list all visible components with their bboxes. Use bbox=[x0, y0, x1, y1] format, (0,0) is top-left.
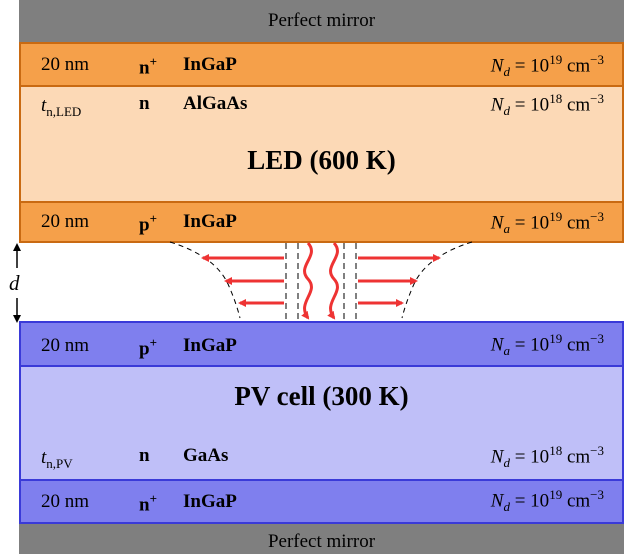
gap-label: d bbox=[9, 271, 20, 295]
led-title: LED (600 K) bbox=[247, 145, 396, 175]
led-p-contact-thickness: 20 nm bbox=[41, 211, 90, 232]
pv-n-contact-thickness: 20 nm bbox=[41, 491, 90, 512]
led-p-contact-layer: 20 nm p+ InGaP Na = 1019 cm−3 bbox=[19, 201, 624, 243]
pv-absorber-concentration: Nd = 1018 cm−3 bbox=[490, 443, 604, 471]
pv-p-contact-thickness: 20 nm bbox=[41, 335, 90, 356]
pv-n-contact-layer: 20 nm n+ InGaP Nd = 1019 cm−3 bbox=[19, 479, 624, 524]
led-absorber-material: AlGaAs bbox=[183, 93, 248, 114]
pv-p-contact-layer: 20 nm p+ InGaP Na = 1019 cm−3 bbox=[19, 321, 624, 367]
pv-n-contact-material: InGaP bbox=[183, 491, 237, 512]
pv-p-contact-material: InGaP bbox=[183, 335, 237, 356]
bottom-mirror-label: Perfect mirror bbox=[267, 531, 376, 552]
led-p-contact-material: InGaP bbox=[183, 211, 237, 232]
wavy-arrow-left bbox=[301, 241, 313, 320]
pv-title: PV cell (300 K) bbox=[234, 381, 409, 411]
led-absorber-thickness: tn,LED bbox=[41, 95, 82, 119]
led-p-contact-concentration: Na = 1019 cm−3 bbox=[490, 209, 604, 237]
pv-absorber-doping: n bbox=[139, 445, 150, 466]
led-absorber-concentration: Nd = 1018 cm−3 bbox=[490, 91, 604, 119]
led-n-contact-doping: n+ bbox=[139, 54, 157, 79]
wavy-arrow-right bbox=[327, 241, 339, 320]
pv-p-contact-doping: p+ bbox=[139, 335, 157, 360]
led-n-contact-thickness: 20 nm bbox=[41, 54, 90, 75]
top-mirror-label: Perfect mirror bbox=[267, 10, 376, 31]
pv-absorber-thickness: tn,PV bbox=[41, 447, 73, 471]
top-mirror: Perfect mirror bbox=[19, 0, 624, 42]
bottom-mirror: Perfect mirror bbox=[19, 524, 624, 554]
pv-absorber-layer: PV cell (300 K) tn,PV n GaAs Nd = 1018 c… bbox=[19, 367, 624, 479]
led-n-contact-material: InGaP bbox=[183, 54, 237, 75]
led-absorber-layer: tn,LED n AlGaAs Nd = 1018 cm−3 LED (600 … bbox=[19, 87, 624, 201]
led-n-contact-layer: 20 nm n+ InGaP Nd = 1019 cm−3 bbox=[19, 42, 624, 87]
led-p-contact-doping: p+ bbox=[139, 211, 157, 236]
pv-n-contact-doping: n+ bbox=[139, 491, 157, 516]
pv-absorber-material: GaAs bbox=[183, 445, 229, 466]
pv-n-contact-concentration: Nd = 1019 cm−3 bbox=[490, 487, 604, 515]
pv-p-contact-concentration: Na = 1019 cm−3 bbox=[490, 331, 604, 359]
led-absorber-doping: n bbox=[139, 93, 150, 114]
led-n-contact-concentration: Nd = 1019 cm−3 bbox=[490, 52, 604, 80]
